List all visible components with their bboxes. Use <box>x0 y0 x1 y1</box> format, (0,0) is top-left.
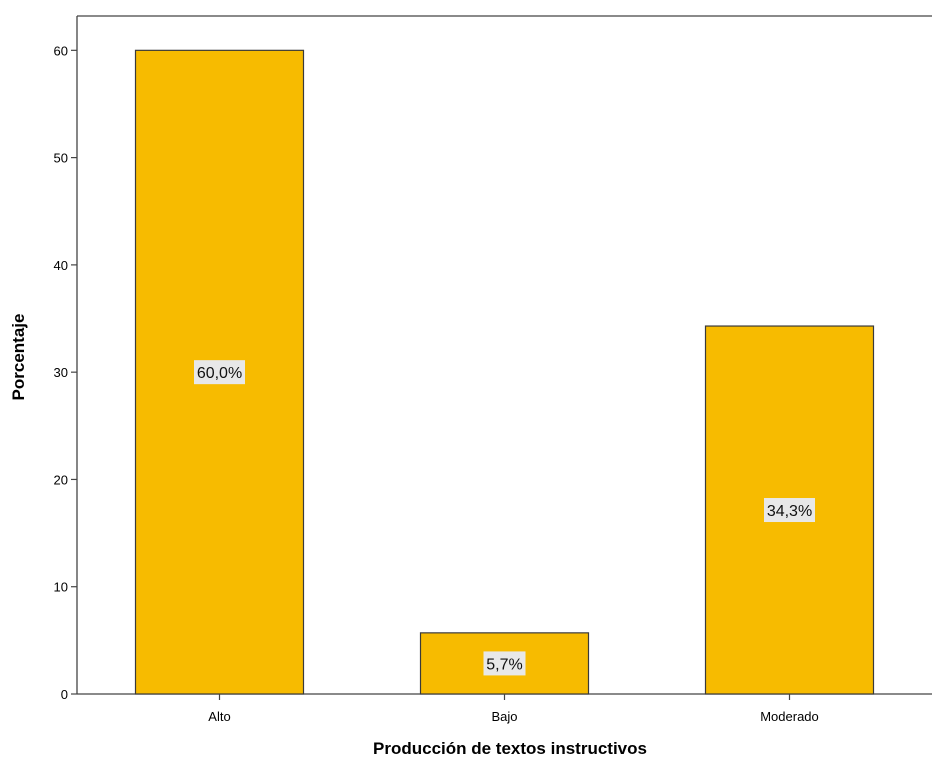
y-tick-label: 60 <box>54 43 68 58</box>
x-axis: Alto Bajo Moderado <box>208 694 819 724</box>
data-label-background <box>194 360 245 385</box>
x-tick-label: Alto <box>208 709 230 724</box>
data-label-background <box>764 498 815 523</box>
y-tick-label: 0 <box>61 687 68 702</box>
x-tick-label: Moderado <box>760 709 819 724</box>
y-axis: 0 10 20 30 40 50 60 <box>54 43 77 702</box>
data-labels-group: 60,0% 5,7% 34,3% <box>194 360 815 676</box>
data-label-background <box>483 651 526 676</box>
x-axis-title: Producción de textos instructivos <box>373 739 647 758</box>
x-tick-label: Bajo <box>491 709 517 724</box>
y-tick-label: 40 <box>54 258 68 273</box>
data-label: 34,3% <box>767 503 812 520</box>
y-tick-label: 50 <box>54 151 68 166</box>
data-label: 5,7% <box>486 656 522 673</box>
y-tick-label: 30 <box>54 365 68 380</box>
y-tick-label: 20 <box>54 472 68 487</box>
y-axis-title: Porcentaje <box>9 314 28 401</box>
data-label: 60,0% <box>197 365 242 382</box>
bars-group <box>134 49 875 695</box>
y-tick-label: 10 <box>54 580 68 595</box>
